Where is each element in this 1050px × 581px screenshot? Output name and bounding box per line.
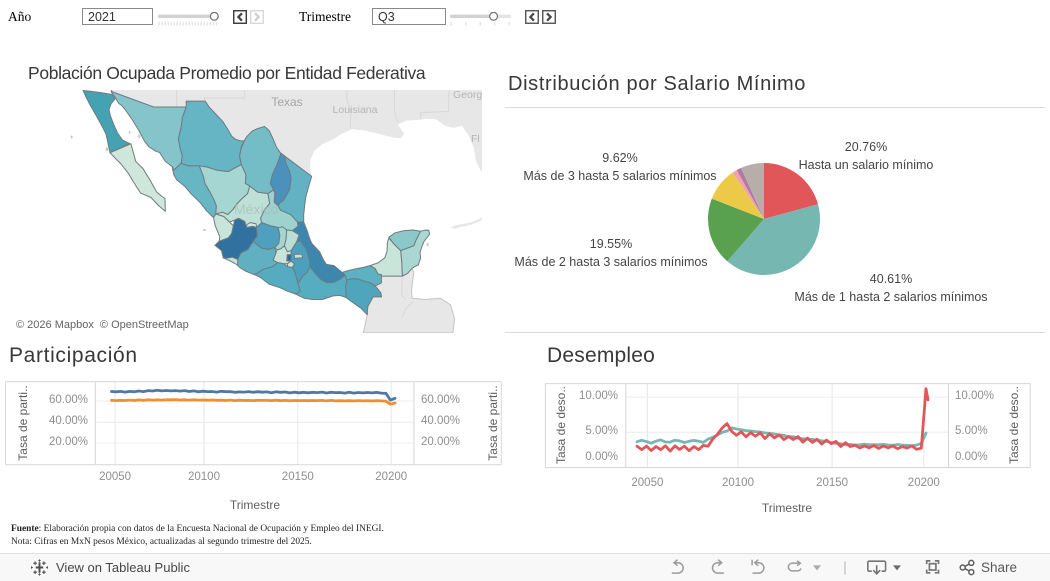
svg-text:Fl: Fl: [471, 133, 480, 145]
svg-text:Louisiana: Louisiana: [333, 104, 378, 116]
svg-text:Texas: Texas: [271, 95, 302, 109]
svg-text:Share: Share: [981, 560, 1017, 575]
svg-text:México: México: [234, 201, 279, 217]
svg-text:Georgi: Georgi: [453, 90, 482, 101]
